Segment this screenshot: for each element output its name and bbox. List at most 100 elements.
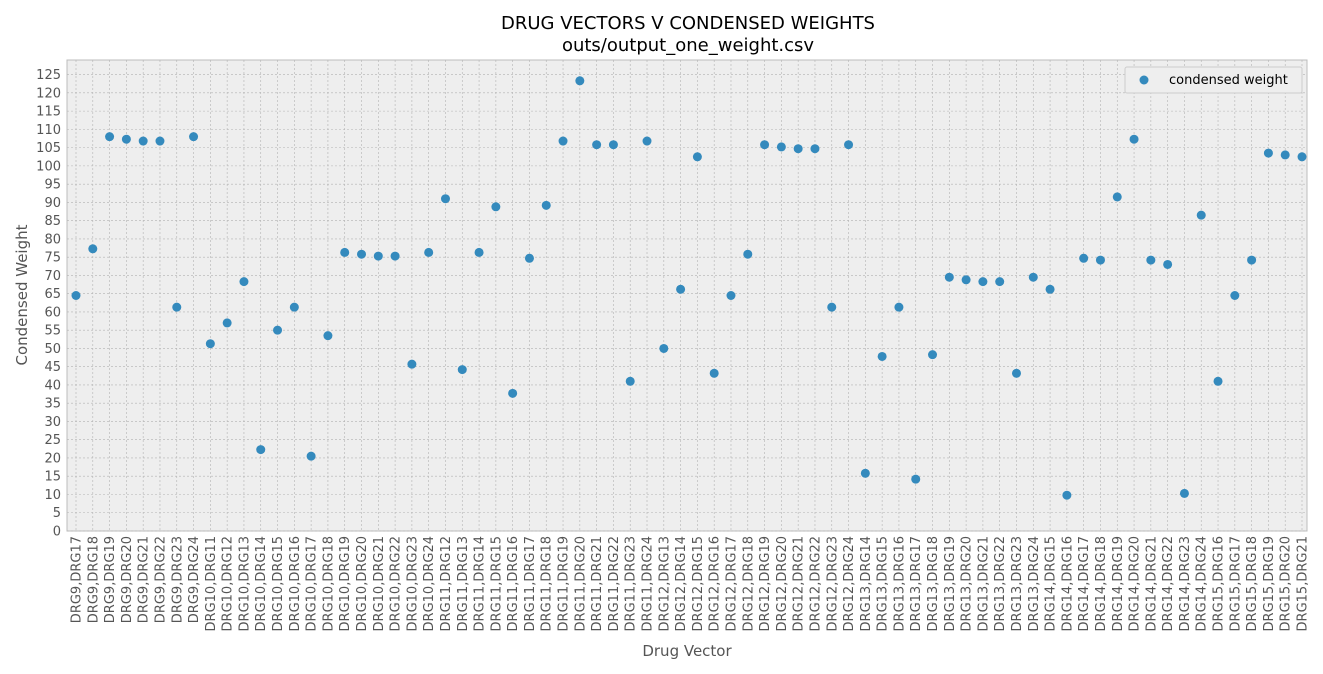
data-point — [726, 291, 736, 300]
data-point — [1280, 150, 1290, 160]
y-tick-label: 25 — [44, 433, 61, 448]
x-tick-label: DRG13,DRG22 — [993, 536, 1008, 631]
x-tick-label: DRG13,DRG18 — [926, 536, 941, 631]
data-point — [524, 253, 534, 263]
y-tick-label: 40 — [44, 378, 61, 393]
legend-marker — [1139, 75, 1149, 85]
x-tick-label: DRG12,DRG15 — [691, 536, 706, 631]
data-point — [810, 144, 820, 154]
data-point — [541, 200, 551, 210]
data-point — [373, 251, 383, 261]
x-tick-label: DRG11,DRG15 — [489, 536, 504, 631]
data-point — [1112, 192, 1122, 202]
data-point — [558, 136, 568, 146]
data-point — [1247, 255, 1257, 265]
x-tick-label: DRG13,DRG24 — [1027, 536, 1042, 631]
y-tick-label: 20 — [44, 451, 61, 466]
x-tick-label: DRG11,DRG14 — [473, 536, 488, 631]
data-point — [205, 339, 215, 349]
data-point — [440, 194, 450, 204]
data-point — [928, 350, 938, 360]
x-tick-label: DRG12,DRG20 — [775, 536, 790, 631]
x-tick-label: DRG9,DRG17 — [70, 536, 85, 623]
x-tick-label: DRG12,DRG18 — [741, 536, 756, 631]
data-point — [340, 247, 350, 257]
y-tick-label: 65 — [44, 287, 61, 302]
data-point — [827, 302, 837, 312]
data-point — [844, 140, 854, 150]
y-tick-label: 75 — [44, 251, 61, 266]
data-point — [273, 325, 283, 335]
data-point — [71, 291, 81, 300]
data-point — [508, 388, 518, 398]
x-tick-label: DRG11,DRG21 — [590, 536, 605, 631]
x-tick-label: DRG11,DRG24 — [641, 536, 656, 631]
data-point — [1263, 148, 1273, 158]
x-tick-label: DRG9,DRG18 — [86, 536, 101, 623]
x-tick-label: DRG11,DRG20 — [573, 536, 588, 631]
x-tick-label: DRG13,DRG20 — [960, 536, 975, 631]
plot-area — [66, 59, 1308, 532]
x-tick-label: DRG12,DRG22 — [808, 536, 823, 631]
x-tick-label: DRG10,DRG13 — [237, 536, 252, 631]
data-point — [793, 144, 803, 154]
data-point — [407, 359, 417, 369]
x-tick-label: DRG15,DRG17 — [1228, 536, 1243, 631]
x-tick-label: DRG14,DRG17 — [1077, 536, 1092, 631]
data-point — [1179, 488, 1189, 498]
y-axis-label: Condensed Weight — [13, 224, 31, 365]
data-point — [860, 468, 870, 478]
x-tick-label: DRG9,DRG19 — [103, 536, 118, 623]
x-tick-label: DRG15,DRG21 — [1296, 536, 1311, 631]
x-tick-label: DRG15,DRG18 — [1245, 536, 1260, 631]
x-tick-label: DRG15,DRG20 — [1279, 536, 1294, 631]
y-tick-label: 15 — [44, 470, 61, 485]
x-tick-label: DRG10,DRG18 — [321, 536, 336, 631]
data-point — [961, 275, 971, 285]
data-point — [474, 247, 484, 257]
x-tick-label: DRG9,DRG20 — [120, 536, 135, 623]
data-point — [1213, 376, 1223, 386]
x-tick-label: DRG15,DRG19 — [1262, 536, 1277, 631]
x-tick-label: DRG10,DRG16 — [288, 536, 303, 631]
x-tick-label: DRG9,DRG23 — [170, 536, 185, 623]
y-tick-label: 45 — [44, 360, 61, 375]
x-tick-label: DRG9,DRG21 — [137, 536, 152, 623]
data-point — [138, 136, 148, 146]
data-point — [88, 244, 98, 254]
x-tick-label: DRG11,DRG22 — [607, 536, 622, 631]
x-tick-label: DRG10,DRG15 — [271, 536, 286, 631]
data-point — [911, 474, 921, 484]
x-tick-label: DRG14,DRG18 — [1094, 536, 1109, 631]
data-point — [692, 152, 702, 162]
x-tick-label: DRG10,DRG17 — [305, 536, 320, 631]
y-tick-label: 95 — [44, 178, 61, 193]
data-point — [877, 351, 887, 361]
x-tick-label: DRG11,DRG17 — [523, 536, 538, 631]
chart-title: DRUG VECTORS V CONDENSED WEIGHTS — [501, 13, 875, 34]
x-tick-label: DRG14,DRG23 — [1178, 536, 1193, 631]
data-point — [1062, 490, 1072, 500]
x-tick-label: DRG10,DRG11 — [204, 536, 219, 631]
y-tick-label: 100 — [36, 159, 61, 174]
grid — [67, 60, 1307, 532]
data-point — [1079, 253, 1089, 263]
y-tick-label: 10 — [44, 488, 61, 503]
data-point — [676, 284, 686, 294]
data-point — [743, 249, 753, 259]
y-tick-label: 105 — [36, 141, 61, 156]
x-tick-label: DRG14,DRG22 — [1161, 536, 1176, 631]
x-tick-label: DRG9,DRG22 — [153, 536, 168, 623]
data-point — [1163, 259, 1173, 269]
x-tick-label: DRG11,DRG13 — [456, 536, 471, 631]
y-tick-label: 60 — [44, 305, 61, 320]
data-point — [760, 140, 770, 150]
data-point — [709, 368, 719, 378]
x-tick-label: DRG11,DRG12 — [439, 536, 454, 631]
data-point — [776, 142, 786, 152]
x-tick-label: DRG15,DRG16 — [1212, 536, 1227, 631]
data-point — [155, 136, 165, 146]
legend: condensed weight — [1124, 66, 1303, 94]
x-tick-label: DRG13,DRG15 — [876, 536, 891, 631]
